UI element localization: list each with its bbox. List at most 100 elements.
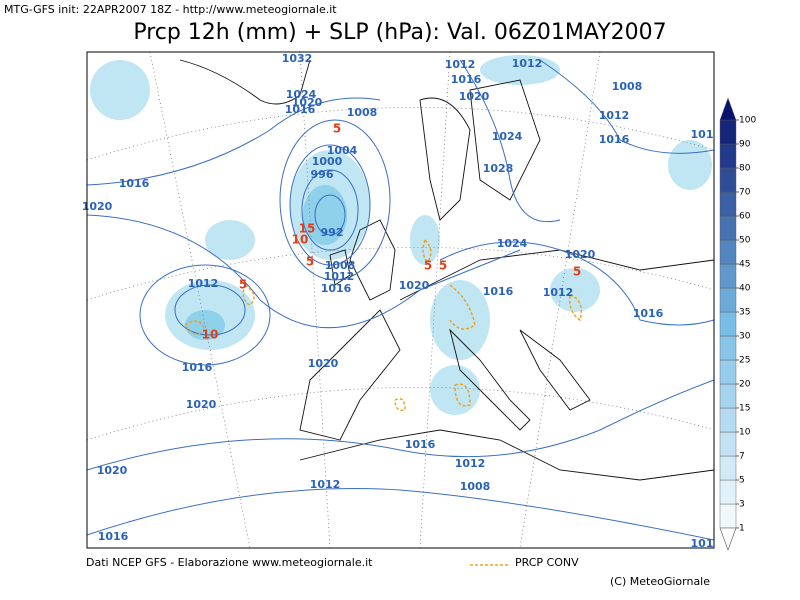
colorbar-tick-label: 20 xyxy=(739,380,751,390)
isobar-label: 1020 xyxy=(82,200,113,213)
colorbar-tick-label: 1 xyxy=(739,524,745,534)
colorbar-segment xyxy=(719,455,737,481)
precip-label: 5 xyxy=(333,122,341,136)
isobar-label: 1024 xyxy=(497,237,528,250)
colorbar-segment xyxy=(719,359,737,385)
isobar-label: 1016 xyxy=(483,285,514,298)
isobar-label: 1008 xyxy=(612,80,643,93)
map-title: Prcp 12h (mm) + SLP (hPa): Val. 06Z01MAY… xyxy=(133,20,666,45)
isobar-label: 1024 xyxy=(286,88,317,101)
colorbar-tick-label: 70 xyxy=(739,188,751,198)
colorbar-tick-label: 60 xyxy=(739,212,751,222)
precip-label: 5 xyxy=(573,265,581,279)
colorbar-tick-label: 80 xyxy=(739,164,751,174)
precip-label: 5 xyxy=(439,259,447,273)
precip-label: 10 xyxy=(202,328,219,342)
isobar-label: 992 xyxy=(321,226,344,239)
precip-label: 5 xyxy=(306,255,314,269)
isobar-label: 1012 xyxy=(543,286,574,299)
isobar-label: 1020 xyxy=(459,90,490,103)
colorbar-tick-label: 45 xyxy=(739,260,750,270)
colorbar-bottom-arrow xyxy=(719,527,737,551)
isobar-label: 1016 xyxy=(633,307,664,320)
colorbar-tick-label: 50 xyxy=(739,236,751,246)
isobar-label: 101 xyxy=(691,128,714,141)
conv-legend-label: PRCP CONV xyxy=(515,556,579,569)
colorbar-segment xyxy=(719,287,737,313)
copyright: (C) MeteoGiornale xyxy=(610,575,710,588)
isobar-label: 1012 xyxy=(310,478,341,491)
init-info: MTG-GFS init: 22APR2007 18Z - http://www… xyxy=(4,3,337,16)
colorbar-segment xyxy=(719,335,737,361)
isobar-label: 1016 xyxy=(321,282,352,295)
colorbar-segment xyxy=(719,503,737,529)
colorbar-tick-label: 90 xyxy=(739,140,751,150)
colorbar-segment xyxy=(719,311,737,337)
isobar-label: 1028 xyxy=(483,162,514,175)
isobar-label: 1016 xyxy=(599,133,630,146)
colorbar-tick-label: 15 xyxy=(739,404,750,414)
colorbar-tick-label: 35 xyxy=(739,308,750,318)
colorbar-segment xyxy=(719,191,737,217)
isobar-label: 1016 xyxy=(405,438,436,451)
colorbar-segment xyxy=(719,479,737,505)
colorbar-tick-label: 7 xyxy=(739,452,745,462)
colorbar-tick-label: 3 xyxy=(739,500,745,510)
isobar-label: 1016 xyxy=(98,530,129,543)
coastlines xyxy=(179,59,715,481)
isobar-label: 1020 xyxy=(292,96,323,109)
isobar-label: 1016 xyxy=(285,103,316,116)
isobar-label: 1012 xyxy=(324,270,355,283)
colorbar-segment xyxy=(719,431,737,457)
isobar-label: 1020 xyxy=(308,357,339,370)
colorbar-segment xyxy=(719,215,737,241)
isobar-label: 101 xyxy=(691,537,714,550)
precip-label: 10 xyxy=(292,233,309,247)
isobar-label: 1016 xyxy=(182,361,213,374)
isobar-label: 1020 xyxy=(186,398,217,411)
precip-label: 15 xyxy=(299,222,316,236)
colorbar-segment xyxy=(719,263,737,289)
isobar-label: 1008 xyxy=(347,106,378,119)
isobar-label: 996 xyxy=(311,168,334,181)
colorbar-tick-label: 25 xyxy=(739,356,750,366)
colorbar-tick-label: 5 xyxy=(739,476,745,486)
precip-label: 5 xyxy=(424,259,432,273)
isobar-label: 1004 xyxy=(327,144,358,157)
colorbar-tick-label: 10 xyxy=(739,428,751,438)
isobar-label: 1012 xyxy=(599,109,630,122)
footer-source: Dati NCEP GFS - Elaborazione www.meteogi… xyxy=(86,556,373,569)
isobar-label: 1012 xyxy=(512,57,543,70)
colorbar-tick-label: 30 xyxy=(739,332,751,342)
isobar-label: 1020 xyxy=(565,248,596,261)
isobar-label: 1012 xyxy=(445,58,476,71)
isobar-label: 1024 xyxy=(492,130,523,143)
colorbar-segment xyxy=(719,383,737,409)
isobar-label: 1032 xyxy=(282,52,313,65)
isobar-label: 1012 xyxy=(455,457,486,470)
convective-precip xyxy=(184,239,582,412)
isobar-label: 1008 xyxy=(460,480,491,493)
graticule xyxy=(86,51,715,549)
isobar-label: 1000 xyxy=(312,155,343,168)
isobar-label: 1012 xyxy=(188,277,219,290)
map-frame xyxy=(86,51,715,549)
isobars xyxy=(86,59,715,541)
colorbar-tick-label: 100 xyxy=(739,116,756,126)
colorbar-segment xyxy=(719,239,737,265)
isobar-label: 1020 xyxy=(97,464,128,477)
colorbar-segment xyxy=(719,167,737,193)
colorbar-segment xyxy=(719,119,737,145)
colorbar-tick-label: 40 xyxy=(739,284,751,294)
precip-label: 5 xyxy=(239,278,247,292)
colorbar-segment xyxy=(719,407,737,433)
isobar-label: 1020 xyxy=(399,279,430,292)
isobar-label: 1008 xyxy=(325,259,356,272)
isobar-label: 1016 xyxy=(119,177,150,190)
isobar-label: 1016 xyxy=(451,73,482,86)
colorbar-top-arrow xyxy=(719,97,737,121)
